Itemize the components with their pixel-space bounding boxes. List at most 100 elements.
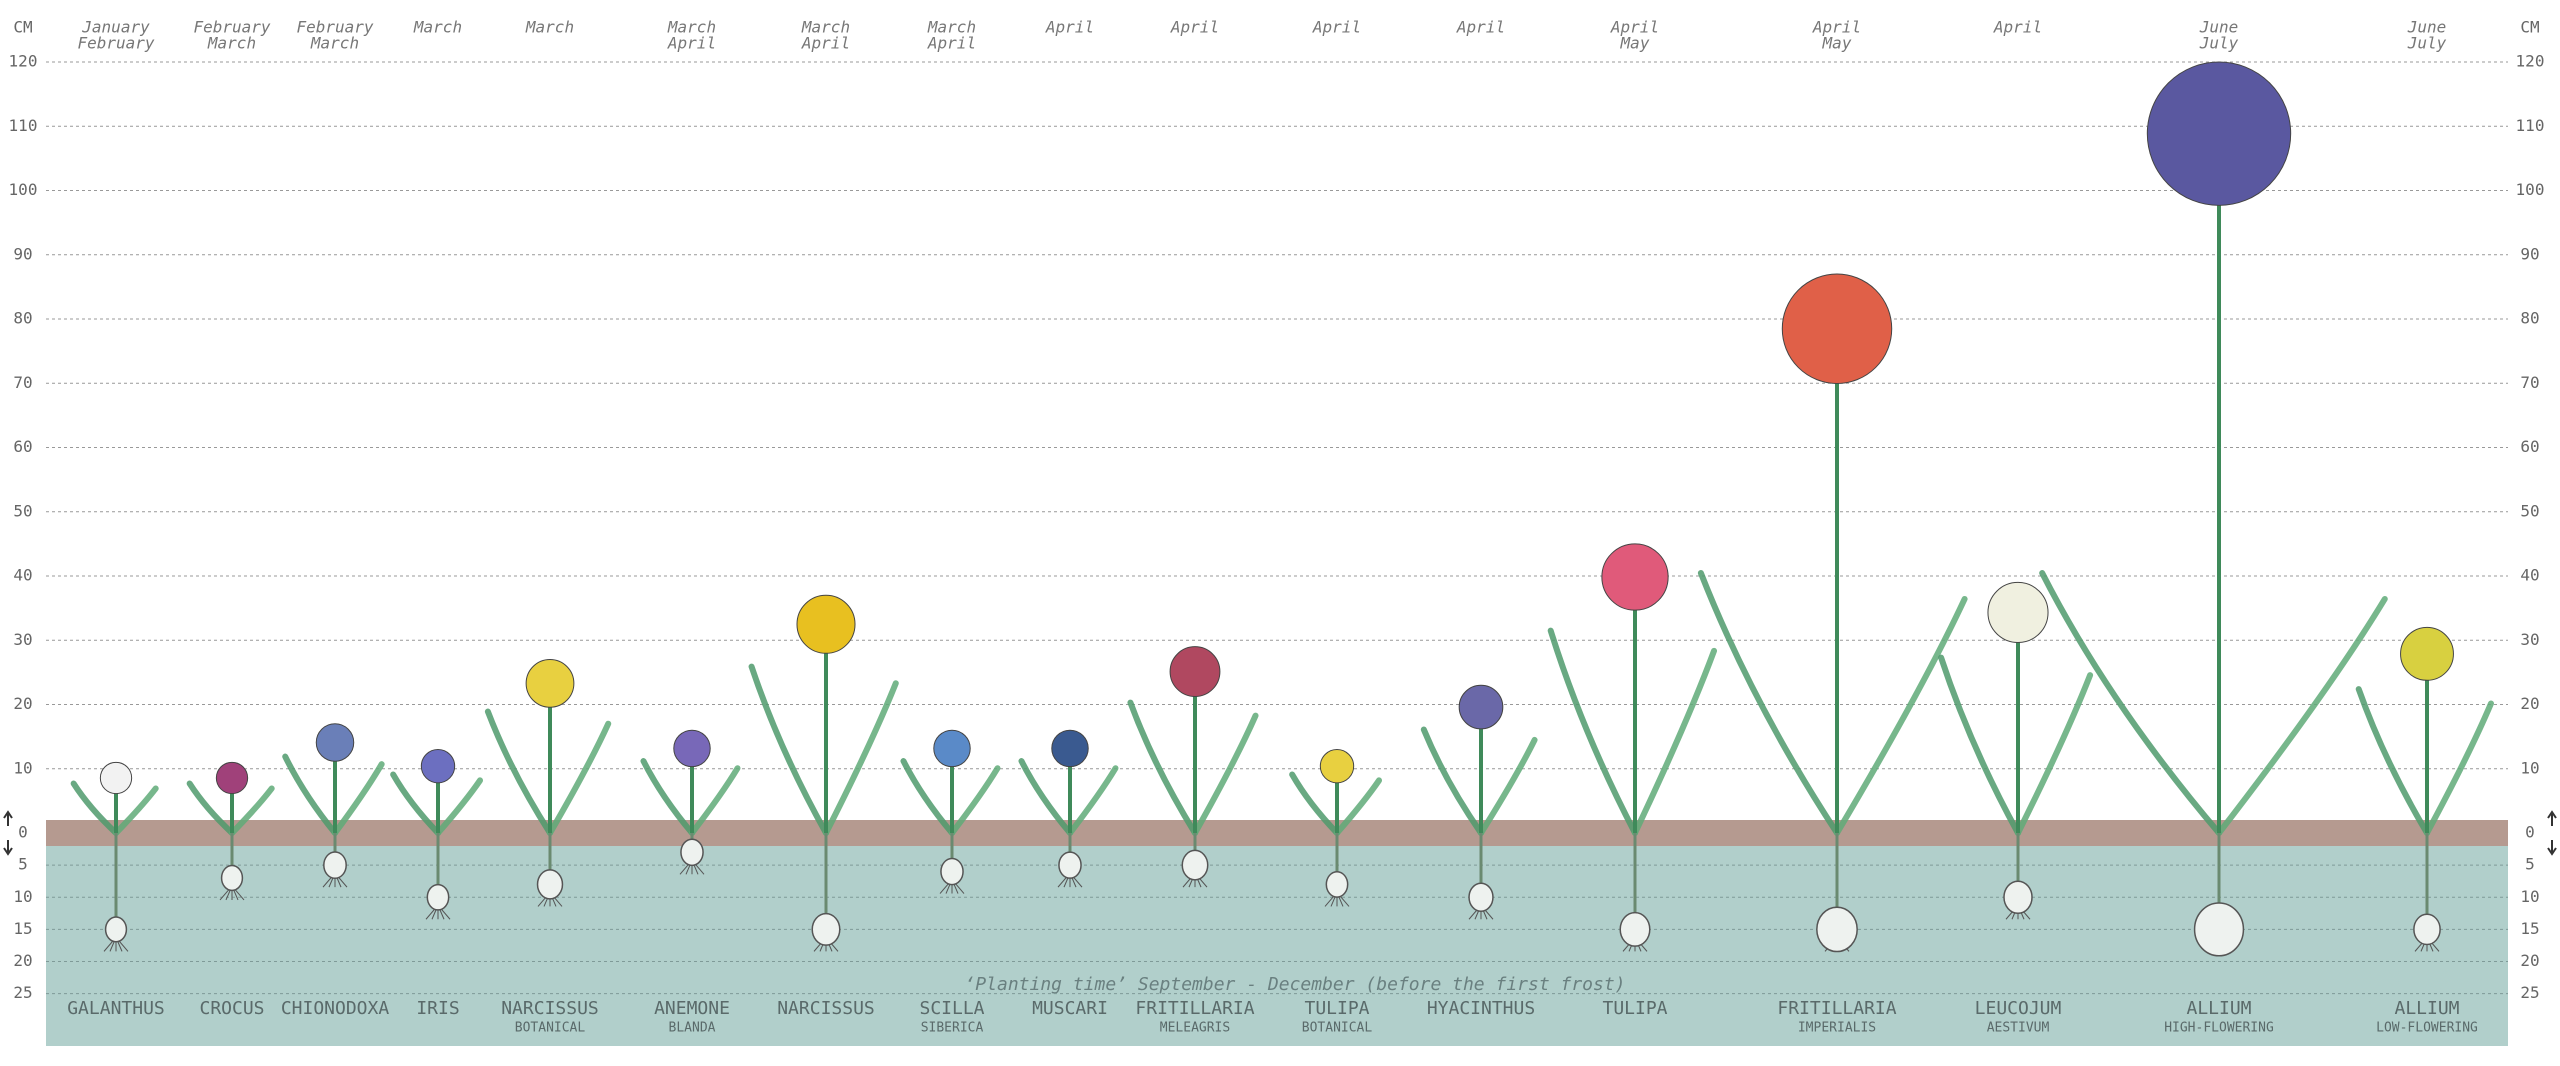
bulb bbox=[1619, 911, 1651, 947]
plant-subtitle: BOTANICAL bbox=[1302, 1021, 1373, 1036]
leaf bbox=[186, 780, 235, 836]
plant-name: NARCISSUS bbox=[501, 998, 599, 1019]
y-tick-label: 0 bbox=[18, 823, 28, 842]
flower bbox=[1987, 581, 2049, 644]
leaf bbox=[1289, 771, 1340, 836]
flowering-month: June bbox=[2199, 18, 2239, 37]
leaf bbox=[1127, 699, 1198, 836]
flowering-month: March bbox=[801, 18, 850, 37]
depth-tick-label: 20 bbox=[2520, 951, 2539, 970]
bulb bbox=[1058, 851, 1082, 879]
bulb bbox=[536, 869, 564, 900]
y-tick-label: 90 bbox=[2520, 244, 2539, 263]
bulb bbox=[426, 883, 450, 911]
bulb bbox=[811, 912, 841, 946]
flower bbox=[99, 761, 133, 795]
flower bbox=[1781, 273, 1893, 384]
flower bbox=[1458, 684, 1504, 730]
zero-arrows bbox=[3, 810, 2557, 856]
leaf bbox=[547, 720, 612, 836]
bulb bbox=[1468, 882, 1494, 912]
depth-tick-label: 25 bbox=[2520, 983, 2539, 1002]
plant-name: ALLIUM bbox=[2394, 998, 2459, 1019]
leaf bbox=[2355, 686, 2430, 836]
y-tick-label: 50 bbox=[2520, 501, 2539, 520]
leaf bbox=[282, 753, 338, 836]
bulb bbox=[323, 851, 347, 880]
leaf bbox=[1067, 765, 1119, 836]
flower bbox=[315, 723, 355, 762]
plant-name: FRITILLARIA bbox=[1777, 998, 1896, 1019]
flowering-month: March bbox=[413, 18, 462, 37]
bulb bbox=[1325, 870, 1349, 898]
flowering-month: February bbox=[77, 34, 154, 53]
plant-subtitle: SIBERICA bbox=[921, 1021, 984, 1036]
flowering-month: April bbox=[1610, 18, 1659, 37]
y-tick-label: 110 bbox=[9, 116, 38, 135]
bulb bbox=[1816, 906, 1858, 953]
plant-name: IRIS bbox=[416, 998, 459, 1019]
flowering-month: March bbox=[525, 18, 574, 37]
plant-name: TULIPA bbox=[1602, 998, 1667, 1019]
y-tick-label: 30 bbox=[2520, 630, 2539, 649]
leaf bbox=[229, 785, 275, 836]
leaf bbox=[1547, 627, 1638, 836]
leaf bbox=[332, 761, 385, 836]
plant-name: LEUCOJUM bbox=[1975, 998, 2062, 1019]
plant-name: GALANTHUS bbox=[67, 998, 165, 1019]
depth-tick-label: 5 bbox=[2525, 855, 2535, 874]
flowering-month: April bbox=[1993, 18, 2042, 37]
flowering-month: February bbox=[296, 18, 373, 37]
plant-subtitle: AESTIVUM bbox=[1987, 1021, 2050, 1036]
leaf bbox=[113, 785, 159, 836]
flower bbox=[2400, 626, 2454, 681]
y-tick-label: 50 bbox=[13, 501, 32, 520]
flowering-month: April bbox=[667, 34, 716, 53]
leaf bbox=[1018, 758, 1073, 836]
flower bbox=[796, 594, 856, 654]
y-tick-label: 0 bbox=[2525, 823, 2535, 842]
flowering-month: March bbox=[667, 18, 716, 37]
flowering-month: April bbox=[1312, 18, 1361, 37]
plant-subtitle: HIGH-FLOWERING bbox=[2164, 1021, 2274, 1036]
depth-tick-label: 15 bbox=[2520, 919, 2539, 938]
leaf bbox=[2424, 700, 2495, 836]
flowering-month: July bbox=[2407, 34, 2447, 53]
leaf bbox=[1834, 596, 1968, 836]
plant-name: FRITILLARIA bbox=[1135, 998, 1254, 1019]
y-tick-label: 110 bbox=[2516, 116, 2545, 135]
leaf bbox=[949, 765, 1001, 836]
flowering-month: May bbox=[1822, 34, 1852, 53]
leaf bbox=[1632, 647, 1718, 836]
bulb bbox=[104, 916, 128, 943]
y-tick-label: 60 bbox=[13, 437, 32, 456]
y-tick-label: 100 bbox=[9, 180, 38, 199]
flowering-month: April bbox=[927, 34, 976, 53]
plant-subtitle: LOW-FLOWERING bbox=[2376, 1021, 2478, 1036]
planting-note: ‘Planting time’ September - December (be… bbox=[964, 974, 1625, 995]
bulb bbox=[220, 864, 244, 892]
y-tick-label: 80 bbox=[2520, 309, 2539, 328]
plant-subtitle: BOTANICAL bbox=[515, 1021, 586, 1036]
flowering-month: March bbox=[927, 18, 976, 37]
flowering-month: April bbox=[801, 34, 850, 53]
flowering-month: January bbox=[81, 18, 150, 37]
bulb bbox=[2193, 902, 2245, 957]
flowering-month: April bbox=[1045, 18, 1094, 37]
plant-name: SCILLA bbox=[919, 998, 984, 1019]
flowering-month: June bbox=[2407, 18, 2447, 37]
plant-name: NARCISSUS bbox=[777, 998, 875, 1019]
y-tick-label: 20 bbox=[13, 694, 32, 713]
flower bbox=[1051, 729, 1089, 768]
y-tick-label: 120 bbox=[2516, 52, 2545, 71]
y-tick-label: 40 bbox=[13, 566, 32, 585]
leaf bbox=[2216, 596, 2388, 836]
ground bbox=[46, 846, 2508, 1046]
leaf bbox=[1192, 712, 1259, 836]
leaf bbox=[70, 780, 119, 836]
y-tick-label: 60 bbox=[2520, 437, 2539, 456]
flowering-month: March bbox=[207, 34, 256, 53]
y-tick-label: 30 bbox=[13, 630, 32, 649]
y-tick-label: 10 bbox=[13, 758, 32, 777]
